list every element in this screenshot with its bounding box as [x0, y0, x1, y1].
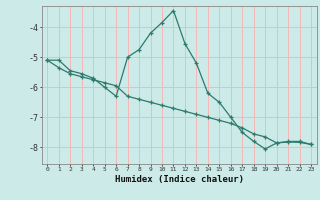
X-axis label: Humidex (Indice chaleur): Humidex (Indice chaleur) [115, 175, 244, 184]
